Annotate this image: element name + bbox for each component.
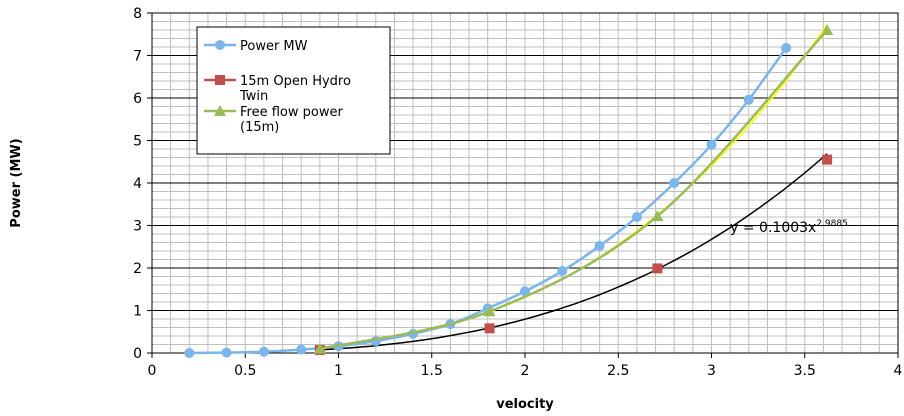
data-point [743,94,754,105]
y-tick-label: 3 [133,219,142,235]
legend-label-line: (15m) [240,120,279,135]
trendlines [319,24,828,351]
data-point [215,75,225,85]
data-point [520,286,530,297]
data-point [781,42,792,53]
data-point [669,178,680,188]
trendline-equation: y = 0.1003x2.9885 [730,219,848,236]
data-point [215,40,225,50]
x-tick-label: 2.5 [607,363,629,379]
x-tick-label: 4 [894,363,903,379]
data-point [822,154,833,165]
x-tick-label: 2 [521,363,530,379]
x-tick-label: 1 [334,363,343,379]
trendline [319,153,828,351]
legend-label: Free flow power (15m) [240,105,343,135]
data-point [258,346,269,357]
axes: 0 0.5 1 1.5 2 2.5 3 3.5 4 0 1 2 3 4 5 6 7 8 [133,6,902,379]
legend-label: Power MW [240,39,308,54]
data-point [184,348,195,358]
legend-label-line: Free flow power [240,105,343,120]
y-tick-label: 0 [133,346,142,362]
series [184,24,834,358]
y-tick-label: 2 [133,261,142,277]
data-point [221,347,232,358]
legend-label-line: 15m Open Hydro [240,74,351,89]
x-tick-label: 0.5 [234,363,256,379]
data-point [821,24,834,35]
series-line [319,29,829,350]
data-point [652,263,663,274]
x-tick-label: 0 [148,363,157,379]
data-point [214,105,226,116]
equation-exponent: 2.9885 [816,219,848,229]
legend-label-line: Twin [239,89,268,104]
y-tick-label: 6 [133,91,142,107]
y-tick-label: 1 [133,304,142,320]
data-point [296,344,307,355]
data-point [651,210,664,222]
y-tick-label: 8 [133,6,142,22]
data-point [706,139,717,150]
x-tick-label: 1.5 [421,363,443,379]
series-1 [314,154,833,356]
y-tick-label: 5 [133,134,142,150]
series-2 [313,24,834,354]
x-tick-label: 3 [707,363,716,379]
data-point [483,305,496,317]
legend-box [196,26,391,155]
x-axis-title: velocity [496,397,554,412]
trendline [319,24,828,349]
equation-base: y = 0.1003x [730,220,816,236]
y-tick-label: 7 [133,49,142,65]
data-point [557,265,568,276]
x-tick-label: 3.5 [794,363,816,379]
data-point [484,323,495,334]
data-point [631,212,642,222]
y-axis-title: Power (MW) [9,138,24,227]
data-point [313,342,326,354]
legend-label: 15m Open Hydro Twin [239,74,351,104]
data-point [594,240,605,251]
y-tick-label: 4 [133,176,142,192]
